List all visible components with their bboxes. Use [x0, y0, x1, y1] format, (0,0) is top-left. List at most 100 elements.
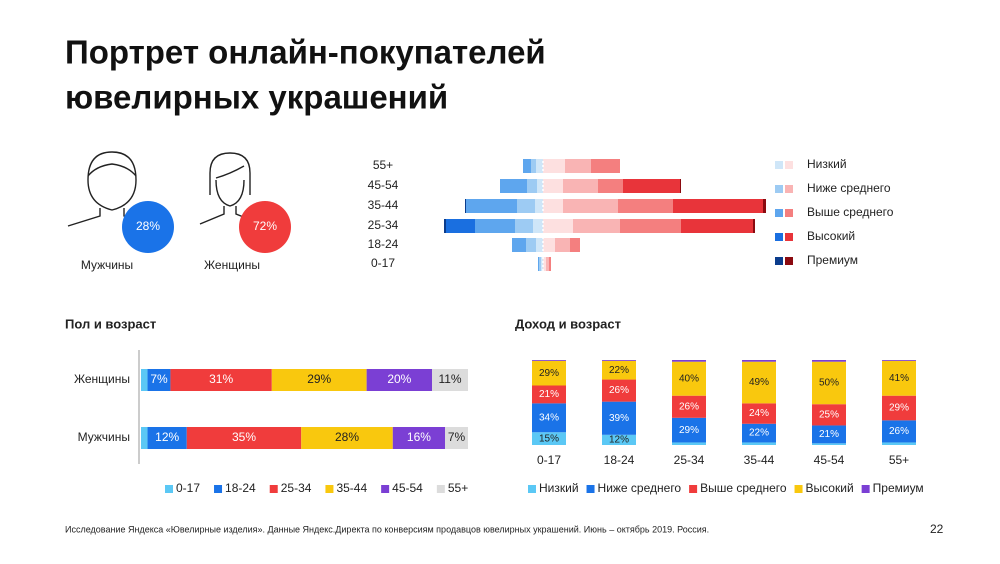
value-label: 29%	[679, 425, 699, 436]
legend-swatch	[775, 257, 783, 265]
bar-segment	[812, 404, 846, 426]
legend-swatch	[775, 161, 783, 169]
value-label: 49%	[749, 377, 769, 388]
pyramid-segment	[517, 199, 535, 213]
legend-label: 18-24	[225, 481, 256, 495]
bar-segment	[882, 395, 916, 421]
value-label: 39%	[609, 413, 629, 424]
value-label: 29%	[539, 368, 559, 379]
category-label: 0-17	[537, 453, 561, 467]
bar-segment	[602, 434, 636, 445]
age-label: 45-54	[368, 178, 399, 192]
bar-segment	[812, 361, 846, 405]
legend-swatch	[689, 485, 698, 493]
pyramid-segment	[681, 219, 753, 233]
bar-segment	[602, 360, 636, 361]
value-label: 26%	[889, 426, 909, 437]
pyramid-segment	[531, 159, 536, 173]
pyramid-segment	[543, 238, 555, 252]
pyramid-segment	[546, 257, 549, 271]
legend-swatch	[785, 209, 793, 217]
legend-label: Ниже среднего	[807, 181, 891, 195]
man-icon	[67, 151, 139, 227]
category-label: 45-54	[814, 453, 845, 467]
legend-swatch	[528, 485, 536, 493]
legend-swatch	[785, 185, 793, 193]
value-label: 29%	[307, 372, 331, 386]
value-label: 15%	[539, 433, 559, 444]
value-label: 29%	[889, 403, 909, 414]
value-label: 40%	[679, 373, 699, 384]
pyramid-segment	[620, 219, 681, 233]
share-label: 28%	[136, 219, 160, 233]
legend-swatch	[214, 485, 223, 493]
value-label: 24%	[749, 408, 769, 419]
value-label: 35%	[232, 430, 256, 444]
age-label: 25-34	[368, 218, 399, 232]
value-label: 26%	[679, 401, 699, 412]
value-label: 41%	[889, 373, 909, 384]
page-number: 22	[930, 522, 944, 536]
legend-swatch	[794, 485, 803, 493]
bar-segment	[532, 403, 566, 433]
bar-segment	[445, 427, 468, 449]
bar-segment	[812, 443, 846, 445]
pyramid-segment	[527, 179, 537, 193]
value-label: 28%	[335, 430, 359, 444]
pyramid-segment	[444, 219, 446, 233]
pyramid-segment	[563, 199, 618, 213]
value-label: 34%	[539, 412, 559, 423]
bar-segment	[882, 442, 916, 445]
bar-segment	[186, 427, 302, 449]
value-label: 12%	[155, 430, 179, 444]
bar-segment	[532, 385, 566, 404]
legend-swatch	[775, 233, 783, 241]
legend-label: Низкий	[539, 481, 579, 495]
pyramid-segment	[591, 159, 620, 173]
value-label: 21%	[539, 389, 559, 400]
bar-segment	[742, 423, 776, 443]
age-label: 35-44	[368, 198, 399, 212]
bar-segment	[147, 427, 187, 449]
value-label: 20%	[387, 372, 411, 386]
bar-segment	[301, 427, 393, 449]
legend-label: Высокий	[806, 481, 854, 495]
pyramid-segment	[543, 179, 563, 193]
pyramid-segment	[512, 238, 526, 252]
legend-swatch	[269, 485, 278, 493]
category-label: 35-44	[744, 453, 775, 467]
value-label: 25%	[819, 409, 839, 420]
bar-segment	[532, 360, 566, 361]
legend-swatch	[381, 485, 390, 493]
legend-swatch	[785, 161, 793, 169]
bar-segment	[882, 360, 916, 396]
pyramid-segment	[680, 179, 681, 193]
legend-label: Премиум	[873, 481, 924, 495]
value-label: 11%	[438, 372, 461, 386]
gender-label: Женщины	[204, 258, 260, 272]
bar-segment	[812, 425, 846, 444]
value-label: 12%	[609, 435, 629, 446]
share-circle	[239, 201, 291, 253]
bar-segment	[742, 360, 776, 362]
value-label: 21%	[819, 429, 839, 440]
category-label: Женщины	[74, 372, 130, 386]
value-label: 22%	[609, 365, 629, 376]
legend-swatch	[775, 209, 783, 217]
pyramid-segment	[538, 257, 539, 271]
pyramid-segment	[543, 257, 546, 271]
bar-segment	[602, 379, 636, 402]
value-label: 7%	[150, 372, 168, 386]
value-label: 50%	[819, 378, 839, 389]
pyramid-segment	[565, 159, 591, 173]
bar-segment	[882, 360, 916, 361]
title-line: Портрет онлайн-покупателей	[65, 34, 546, 71]
value-label: 22%	[749, 428, 769, 439]
legend-label: Выше среднего	[700, 481, 787, 495]
age-label: 0-17	[371, 256, 395, 270]
bar-segment	[672, 417, 706, 443]
pyramid-segment	[515, 219, 533, 233]
legend-label: 25-34	[281, 481, 312, 495]
bar-segment	[392, 427, 446, 449]
